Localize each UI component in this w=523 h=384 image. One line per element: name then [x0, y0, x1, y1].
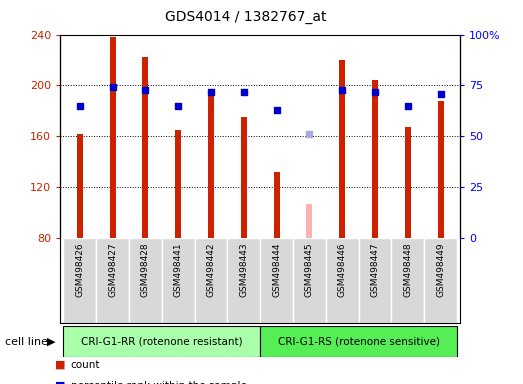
Bar — [260, 238, 293, 323]
Bar — [306, 204, 312, 238]
Bar — [142, 58, 149, 238]
Bar — [175, 130, 181, 238]
Text: GSM498449: GSM498449 — [436, 242, 445, 297]
Text: CRI-G1-RS (rotenone sensitive): CRI-G1-RS (rotenone sensitive) — [278, 337, 439, 347]
Text: GSM498427: GSM498427 — [108, 242, 117, 297]
Point — [305, 131, 314, 137]
Bar — [77, 134, 83, 238]
Bar — [326, 238, 359, 323]
Point — [174, 103, 183, 109]
Text: percentile rank within the sample: percentile rank within the sample — [71, 381, 246, 384]
Point — [207, 88, 215, 94]
Bar — [438, 101, 444, 238]
Point — [338, 86, 346, 93]
Bar — [293, 238, 326, 323]
Bar — [63, 326, 260, 357]
Point — [272, 107, 281, 113]
Point — [436, 91, 445, 97]
Text: ■: ■ — [55, 360, 65, 370]
Point — [141, 86, 150, 93]
Text: cell line: cell line — [5, 337, 48, 347]
Bar — [208, 96, 214, 238]
Bar — [162, 238, 195, 323]
Text: CRI-G1-RR (rotenone resistant): CRI-G1-RR (rotenone resistant) — [81, 337, 243, 347]
Bar — [424, 238, 457, 323]
Text: GDS4014 / 1382767_at: GDS4014 / 1382767_at — [165, 10, 326, 23]
Bar — [129, 238, 162, 323]
Text: GSM498447: GSM498447 — [370, 242, 380, 297]
Text: GSM498426: GSM498426 — [75, 242, 84, 297]
Bar — [195, 238, 228, 323]
Text: GSM498448: GSM498448 — [403, 242, 412, 297]
Bar — [110, 37, 116, 238]
Text: GSM498441: GSM498441 — [174, 242, 183, 297]
Text: GSM498443: GSM498443 — [240, 242, 248, 297]
Text: ▶: ▶ — [48, 337, 56, 347]
Bar — [359, 238, 391, 323]
Bar — [372, 80, 378, 238]
Bar — [63, 238, 96, 323]
Bar — [274, 172, 279, 238]
Bar — [405, 127, 411, 238]
Point — [108, 84, 117, 91]
Bar — [391, 238, 424, 323]
Point — [371, 88, 379, 94]
Bar — [96, 238, 129, 323]
Text: GSM498446: GSM498446 — [338, 242, 347, 297]
Bar — [260, 326, 457, 357]
Point — [240, 88, 248, 94]
Point — [76, 103, 84, 109]
Text: GSM498428: GSM498428 — [141, 242, 150, 297]
Point — [404, 103, 412, 109]
Text: ■: ■ — [55, 381, 65, 384]
Text: count: count — [71, 360, 100, 370]
Bar — [228, 238, 260, 323]
Bar — [339, 60, 345, 238]
Text: GSM498442: GSM498442 — [207, 242, 215, 297]
Text: GSM498444: GSM498444 — [272, 242, 281, 297]
Text: GSM498445: GSM498445 — [305, 242, 314, 297]
Bar — [241, 117, 247, 238]
